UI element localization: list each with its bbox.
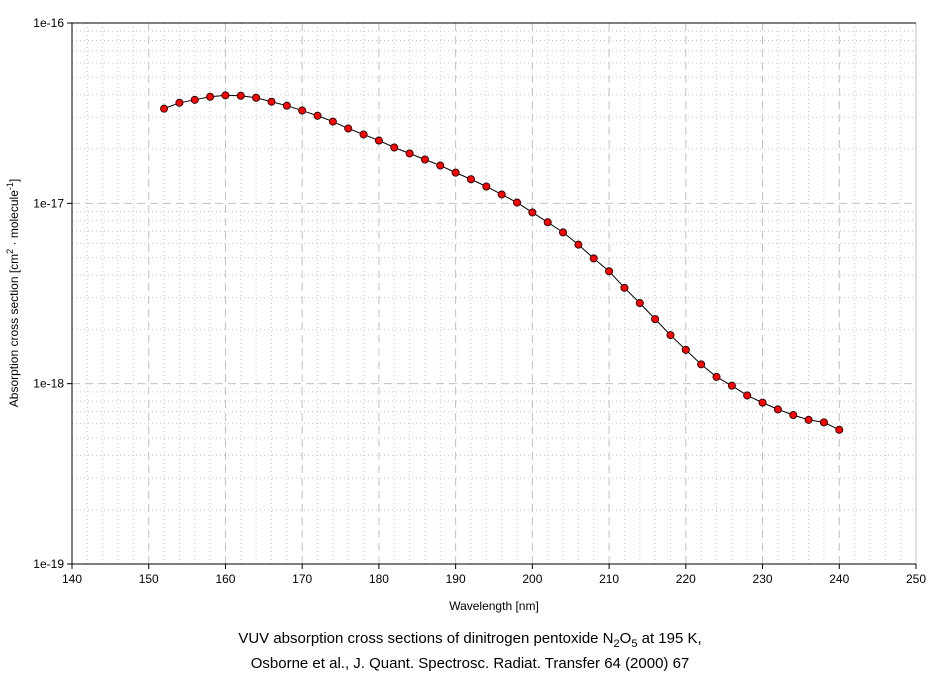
x-axis-label: Wavelength [nm] [449,599,539,613]
data-point [789,411,798,420]
y-axis-label: Absorption cross section [cm2 · molecule… [5,179,21,407]
data-point [190,95,199,104]
data-point [543,218,552,227]
x-tick-label: 210 [599,572,619,586]
data-point [559,228,568,237]
axes: 140 150 160 170 180 190 200 210 220 230 240 250 1e-1… [33,16,926,586]
y-tick-label: 1e-18 [33,377,64,391]
data-point [436,161,445,170]
data-point [758,398,767,407]
data-point [666,331,675,340]
data-point [773,405,782,414]
data-point [697,360,706,369]
data-point [451,168,460,177]
data-point [344,124,353,133]
x-tick-label: 200 [522,572,542,586]
x-tick-label: 240 [829,572,849,586]
data-point [605,267,614,276]
x-tick-label: 230 [753,572,773,586]
data-point [236,91,245,100]
data-point [651,315,660,324]
data-point [712,372,721,381]
x-tick-label: 170 [292,572,312,586]
data-point [221,91,230,100]
data-point [620,283,629,292]
data-point [298,106,307,115]
data-point [390,143,399,152]
y-tick-label: 1e-16 [33,16,64,30]
data-point [374,136,383,145]
data-point [727,381,736,390]
data-point [482,182,491,191]
x-tick-label: 150 [139,572,159,586]
caption-line-2: Osborne et al., J. Quant. Spectrosc. Rad… [250,655,690,672]
data-point [160,104,169,113]
data-point [175,98,184,107]
data-point [528,208,537,217]
x-tick-label: 140 [62,572,82,586]
x-tick-label: 160 [215,572,235,586]
y-tick-label: 1e-19 [33,557,64,571]
data-point [681,345,690,354]
grid [71,23,917,565]
data-point [819,418,828,427]
data-point [513,198,522,207]
data-point [497,190,506,199]
data-point [267,97,276,106]
data-point [420,155,429,164]
data-point [466,175,475,184]
data-point [313,111,322,120]
data-point [206,92,215,101]
x-tick-label: 180 [369,572,389,586]
data-point [835,425,844,434]
data-point [328,117,337,126]
x-tick-label: 250 [906,572,926,586]
data-point [743,391,752,400]
data-point [282,101,291,110]
data-point [804,415,813,424]
y-tick-label: 1e-17 [33,196,64,210]
caption-line-1: VUV absorption cross sections of dinitro… [238,630,702,650]
data-point [252,93,261,102]
data-point [635,299,644,308]
data-point [359,130,368,139]
series [160,91,844,434]
data-point [405,149,414,158]
data-point [574,240,583,249]
x-tick-label: 220 [676,572,696,586]
data-point [589,254,598,263]
x-tick-label: 190 [446,572,466,586]
